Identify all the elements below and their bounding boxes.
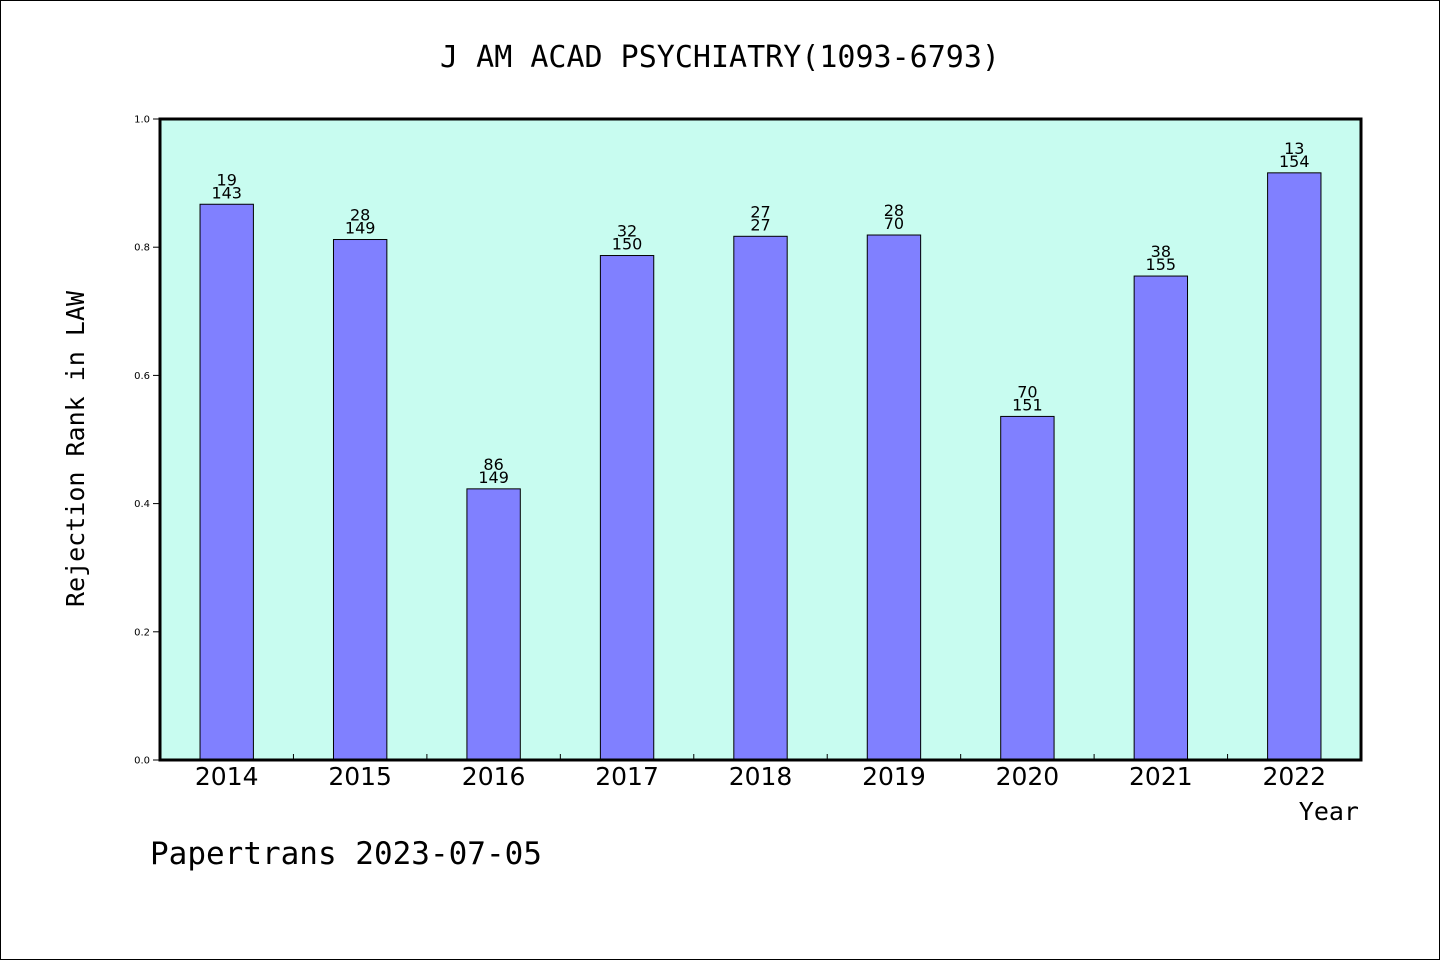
y-tick-label-0.2: 0.2 — [134, 627, 150, 638]
y-tick-label-0.8: 0.8 — [134, 243, 150, 254]
bar-label-top-2019: 28 — [884, 201, 904, 220]
bar-label-top-2017: 32 — [617, 222, 637, 241]
x-tick-label-2017: 2017 — [595, 762, 659, 791]
x-tick-label-2022: 2022 — [1262, 762, 1326, 791]
bar-2019 — [866, 234, 922, 761]
x-tick-label-2021: 2021 — [1129, 762, 1193, 791]
y-tick-label-0.0: 0.0 — [134, 756, 150, 767]
bar-label-bottom-2018: 27 — [750, 215, 770, 234]
bar-2016 — [466, 488, 521, 761]
bars-layer: 1914328149861493215027272870701513815513… — [199, 139, 1322, 761]
bar-label-bottom-2022: 154 — [1279, 152, 1310, 171]
bar-2015 — [332, 239, 388, 761]
x-tick-label-2020: 2020 — [996, 762, 1060, 791]
y-tick-label-0.6: 0.6 — [134, 371, 150, 382]
plot-border — [158, 117, 1363, 762]
y-tick-label-1.0: 1.0 — [134, 115, 150, 126]
bar-label-top-2018: 27 — [750, 202, 770, 221]
bar-label-bottom-2014: 143 — [211, 183, 242, 202]
bar-label-bottom-2017: 150 — [612, 235, 643, 254]
bar-label-bottom-2016: 149 — [478, 468, 509, 487]
bar-label-bottom-2020: 151 — [1012, 395, 1043, 414]
bar-label-top-2022: 13 — [1284, 139, 1304, 158]
bar-2022 — [1267, 172, 1322, 761]
bar-2020 — [1000, 415, 1055, 761]
y-tick-label-0.4: 0.4 — [134, 499, 150, 510]
bar-2014 — [199, 203, 254, 761]
bar-label-bottom-2021: 155 — [1146, 255, 1177, 274]
bar-2018 — [733, 235, 788, 761]
bar-label-top-2020: 70 — [1017, 382, 1037, 401]
x-tick-label-2015: 2015 — [328, 762, 392, 791]
x-axis-label: Year — [1299, 797, 1359, 826]
bar-label-bottom-2015: 149 — [345, 219, 376, 238]
footer-credit: Papertrans 2023-07-05 — [150, 836, 542, 872]
bar-label-top-2021: 38 — [1151, 242, 1171, 261]
chart-title: J AM ACAD PSYCHIATRY(1093-6793) — [440, 40, 1000, 75]
ticks-layer: 2014 2015 2016 2017 2018 2019 2020 2021 2022 0.0 0… — [134, 115, 1326, 792]
x-tick-label-2016: 2016 — [462, 762, 526, 791]
x-tick-label-2014: 2014 — [195, 762, 259, 791]
bar-label-top-2015: 28 — [350, 206, 370, 225]
bar-2021 — [1133, 275, 1189, 761]
bar-label-top-2016: 86 — [483, 455, 503, 474]
x-tick-label-2019: 2019 — [862, 762, 926, 791]
y-axis-label: Rejection Rank in LAW — [61, 290, 90, 607]
x-tick-label-2018: 2018 — [729, 762, 793, 791]
bar-2017 — [599, 255, 655, 761]
bar-label-bottom-2019: 70 — [884, 214, 904, 233]
bar-label-top-2014: 19 — [217, 170, 237, 189]
